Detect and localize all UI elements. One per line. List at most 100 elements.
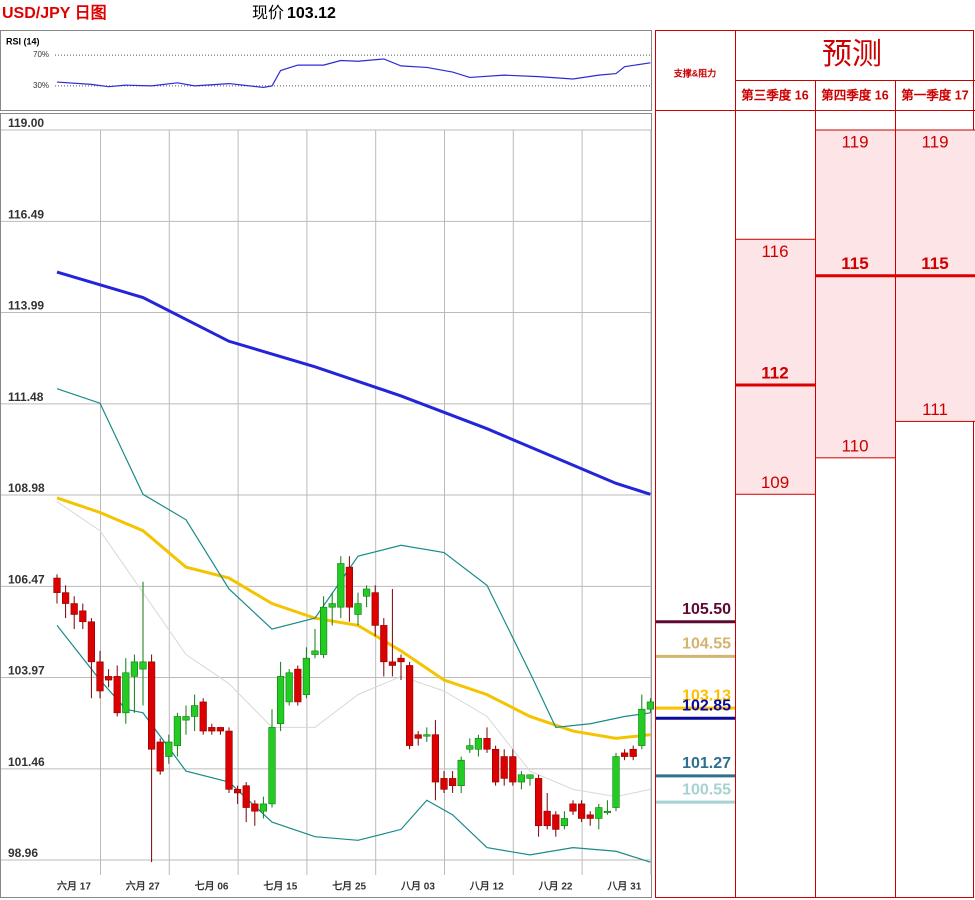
candle-body: [620, 752, 629, 757]
x-tick-label: 八月 03: [400, 881, 435, 893]
candle-body: [61, 592, 70, 604]
rsi-line: [56, 58, 651, 89]
candle-body: [577, 803, 586, 819]
forecast-mid-label: 112: [761, 363, 788, 382]
candle-body: [53, 577, 61, 593]
candle-body: [294, 668, 302, 703]
y-tick-label: 103.97: [8, 664, 45, 678]
quarter-name: 第四季度 16: [821, 87, 888, 102]
candle-body: [182, 716, 190, 721]
candle-body: [302, 657, 311, 695]
candle-body: [268, 727, 276, 805]
sr-header: 支撑&阻力: [673, 67, 717, 78]
candle-body: [251, 803, 259, 812]
y-tick-label: 106.47: [8, 573, 45, 587]
candle-body: [130, 661, 139, 677]
candle-body: [457, 759, 465, 786]
rsi-title: RSI (14): [6, 36, 40, 46]
candle-body: [491, 748, 500, 783]
candle-body: [560, 818, 568, 827]
candle-body: [517, 774, 525, 783]
candle-body: [122, 672, 130, 714]
sr-label: 103.13: [682, 687, 731, 704]
candle-body: [208, 727, 216, 732]
sr-label: 101.27: [682, 755, 731, 772]
y-tick-label: 98.96: [8, 846, 38, 860]
candle-body: [96, 661, 104, 692]
candle-body: [440, 778, 448, 790]
candle-body: [311, 650, 319, 655]
x-tick-label: 八月 12: [469, 881, 504, 893]
sr-label: 102.85: [682, 698, 731, 715]
forecast-high: 119: [841, 132, 868, 151]
candle-body: [543, 810, 551, 827]
candle-body: [148, 661, 156, 750]
candle-body: [191, 705, 199, 717]
candle-body: [431, 734, 440, 783]
candle-body: [337, 563, 345, 608]
candle-body: [234, 789, 242, 794]
candle-body: [526, 774, 534, 779]
forecast-range: [815, 129, 896, 459]
x-tick-label: 七月 15: [263, 880, 297, 893]
indicator-line: [56, 501, 651, 798]
forecast-low: 109: [761, 473, 789, 492]
candle-body: [259, 803, 268, 812]
candle-body: [474, 738, 483, 750]
x-tick-label: 六月 27: [126, 880, 160, 893]
candle-body: [216, 727, 225, 732]
candle-body: [405, 665, 414, 746]
candle-body: [388, 661, 397, 666]
y-tick-label: 113.99: [8, 299, 44, 313]
candle-body: [199, 701, 207, 732]
candle-body: [612, 756, 620, 808]
candle-body: [87, 621, 95, 663]
x-tick-label: 八月 22: [538, 881, 573, 893]
price: 103.12: [287, 5, 336, 22]
candle-body: [156, 741, 164, 772]
candle-body: [319, 606, 328, 655]
x-tick-label: 七月 06: [195, 880, 229, 893]
candle-body: [380, 625, 388, 663]
candle-body: [362, 588, 371, 597]
sr-label: 100.55: [682, 781, 731, 798]
y-tick-label: 119.00: [8, 116, 44, 130]
candle-body: [79, 610, 87, 623]
candle-body: [113, 676, 121, 714]
x-tick-label: 八月 31: [606, 881, 641, 893]
candle-body: [225, 730, 233, 790]
forecast-low: 111: [922, 400, 948, 419]
candle-body: [586, 814, 594, 819]
indicator-line: [56, 625, 651, 863]
candle-body: [414, 734, 422, 739]
candle-body: [552, 814, 560, 830]
quarter-name: 第三季度 16: [741, 87, 808, 102]
x-tick-label: 七月 25: [332, 880, 366, 893]
candle-body: [105, 676, 113, 681]
candle-body: [423, 734, 431, 737]
y-tick-label: 101.46: [8, 755, 45, 769]
forecast-range: [735, 238, 816, 495]
candle-body: [371, 592, 379, 626]
candle-body: [70, 603, 78, 615]
candle-body: [354, 603, 362, 615]
candle-body: [466, 745, 474, 750]
quarter-name: 第一季度 17: [901, 87, 968, 102]
candle-body: [638, 708, 646, 746]
rsi-tick-label: 30%: [33, 81, 49, 90]
candle-body: [448, 778, 457, 786]
candle-body: [173, 716, 182, 746]
forecast-mid-label: 115: [921, 254, 948, 273]
candle-body: [569, 803, 577, 812]
candle-body: [629, 748, 637, 757]
y-tick-label: 116.49: [8, 208, 44, 222]
forecast-low: 110: [841, 436, 868, 455]
candle-body: [595, 807, 603, 819]
candle-body: [397, 657, 405, 663]
indicator-line: [56, 388, 651, 729]
candle-body: [165, 741, 173, 757]
candle-body: [534, 778, 543, 827]
candle-body: [276, 676, 285, 725]
indicator-line: [56, 496, 651, 740]
